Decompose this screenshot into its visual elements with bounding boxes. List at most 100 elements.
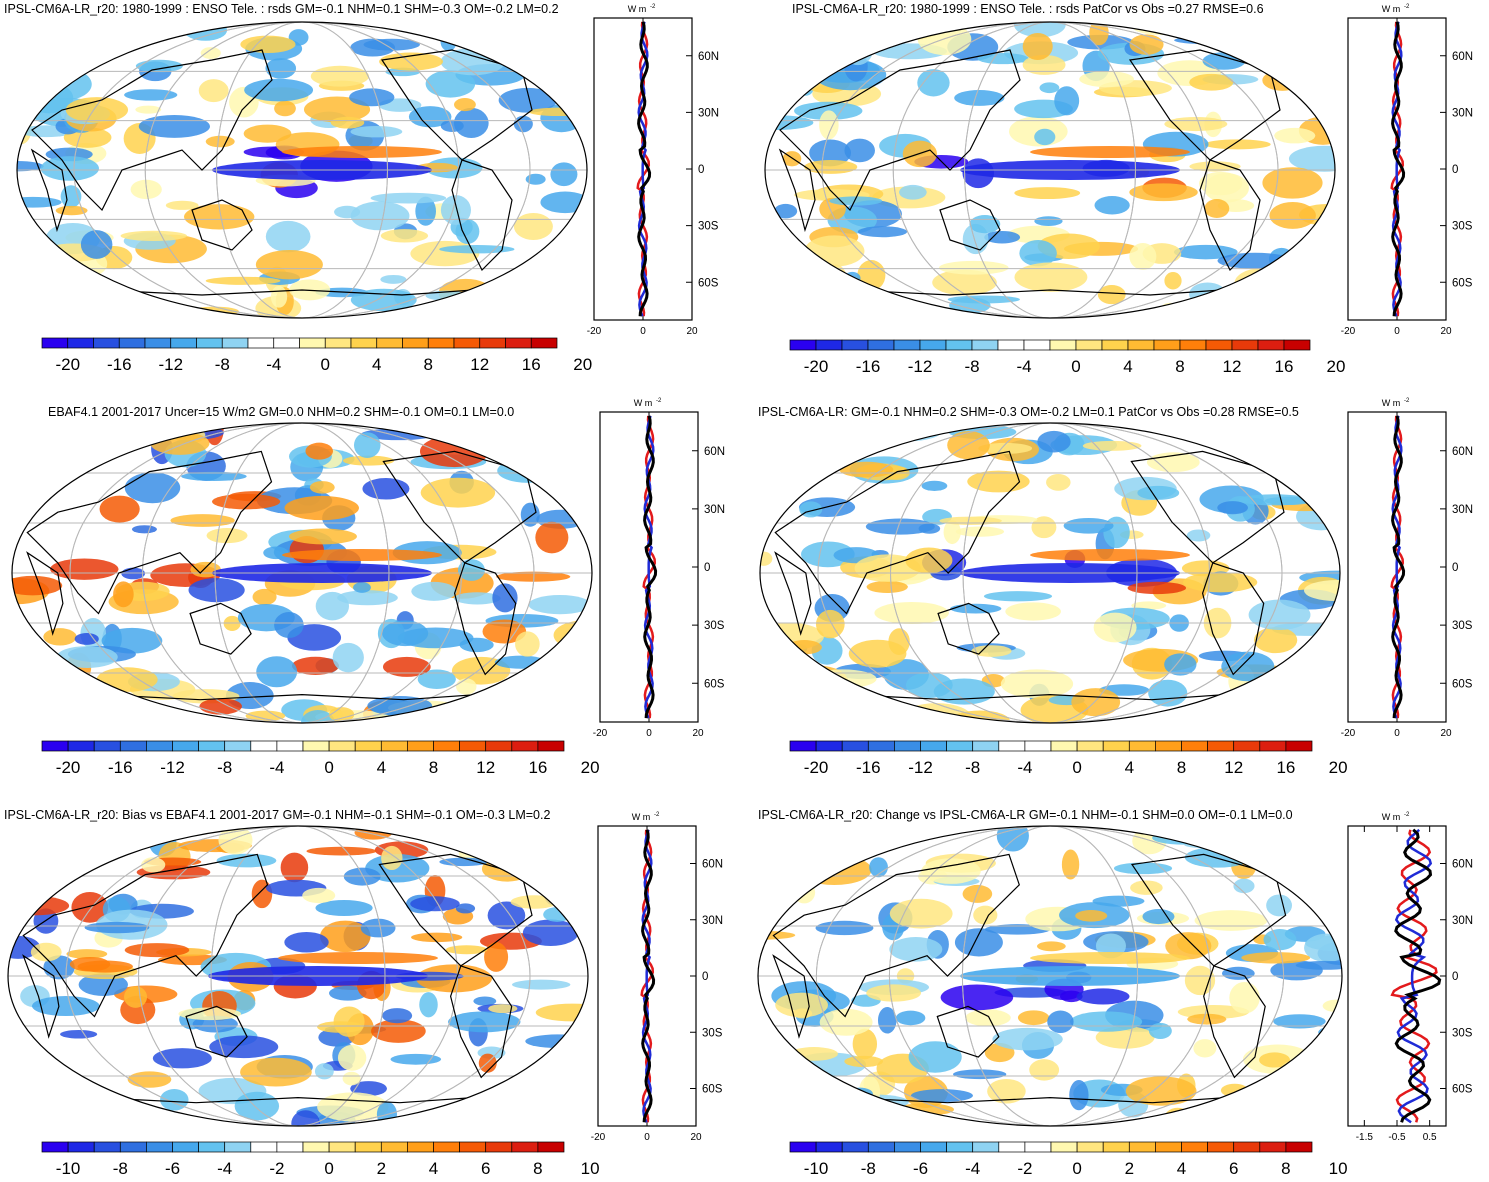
colorbar-swatch [485, 1141, 513, 1153]
colorbar-tick-label: -20 [804, 758, 829, 777]
colorbar-tick-label: -8 [965, 758, 980, 777]
map-outline [757, 825, 1343, 1127]
colorbar-swatch [427, 337, 455, 349]
zonal-unit-exponent: -2 [656, 398, 662, 404]
colorbar-swatch [221, 337, 249, 349]
coastlines [774, 450, 1285, 701]
colorbar-swatch [67, 740, 95, 752]
colorbar-swatch [945, 339, 973, 351]
zonal-lat-tick-label: 60N [704, 446, 725, 458]
colorbar: -10 -8 -6 -4 -2 0 2 4 6 8 10 [789, 1141, 1348, 1178]
colorbar-swatch [998, 1141, 1026, 1153]
colorbar-swatch [998, 740, 1026, 752]
zonal-lat-tick-label: 60S [704, 678, 725, 690]
colorbar-tick-label: -8 [861, 1159, 876, 1177]
colorbar-swatch [972, 740, 1000, 752]
colorbar-tick-label: -12 [160, 758, 185, 777]
zonal-lat-tick-label: 60N [698, 51, 719, 63]
colorbar-swatch [198, 740, 226, 752]
colorbar-tick-label: -4 [266, 355, 281, 374]
colorbar-swatch [1024, 1141, 1052, 1153]
panel-title: IPSL-CM6A-LR_r20: Bias vs EBAF4.1 2001-2… [4, 808, 550, 822]
map-outline [7, 825, 589, 1127]
colorbar-swatch [118, 337, 146, 349]
zonal-unit-exponent: -2 [654, 812, 660, 818]
colorbar-swatch [459, 1141, 487, 1153]
colorbar-tick-label: 0 [1071, 357, 1080, 376]
colorbar-tick-label: -4 [269, 758, 284, 777]
zonal-lat-tick-label: 0 [1452, 164, 1458, 176]
colorbar-swatch [1023, 339, 1051, 351]
colorbar-swatch [893, 339, 921, 351]
colorbar-swatch [789, 1141, 817, 1153]
colorbar-tick-label: 10 [1329, 1159, 1348, 1177]
colorbar-tick-label: 10 [581, 1159, 600, 1177]
zonal-unit-label: W m [634, 398, 653, 408]
colorbar-swatch [146, 740, 173, 752]
colorbar-swatch [119, 1141, 147, 1153]
colorbar-swatch [250, 740, 278, 752]
zonal-series-line [1394, 828, 1442, 1123]
colorbar-swatch [894, 740, 921, 752]
zonal-series-line [637, 21, 652, 317]
chart-panel: EBAF4.1 2001-2017 Uncer=15 W/m2 GM=0.0 N… [11, 398, 725, 777]
colorbar-swatch [1285, 1141, 1313, 1153]
colorbar-swatch [841, 740, 869, 752]
colorbar-swatch [1205, 339, 1233, 351]
colorbar-swatch [946, 1141, 974, 1153]
panel-title: EBAF4.1 2001-2017 Uncer=15 W/m2 GM=0.0 N… [48, 405, 514, 419]
zonal-x-tick-label: -20 [1341, 326, 1356, 337]
colorbar-swatch [789, 339, 817, 351]
colorbar-tick-label: -16 [856, 758, 881, 777]
colorbar-swatch [867, 740, 895, 752]
colorbar-swatch [920, 1141, 947, 1153]
colorbar-swatch [1231, 339, 1259, 351]
colorbar-swatch [276, 1141, 304, 1153]
colorbar-swatch [380, 1141, 408, 1153]
colorbar-swatch [841, 339, 869, 351]
zonal-unit-label: W m [628, 4, 647, 14]
zonal-x-tick-label: 20 [692, 728, 704, 739]
colorbar-tick-label: -2 [1017, 1159, 1032, 1177]
colorbar-swatch [920, 740, 947, 752]
colorbar-swatch [1233, 1141, 1261, 1153]
colorbar-swatch [146, 1141, 173, 1153]
zonal-lat-tick-label: 0 [1452, 562, 1458, 574]
colorbar-tick-label: -8 [217, 758, 232, 777]
colorbar-swatch [93, 740, 121, 752]
colorbar-tick-label: -16 [856, 357, 881, 376]
colorbar-tick-label: -20 [56, 758, 81, 777]
colorbar-tick-label: 20 [581, 758, 600, 777]
map-outline [11, 422, 593, 724]
colorbar-swatch [946, 740, 974, 752]
colorbar-tick-label: 20 [573, 355, 592, 374]
colorbar-swatch [376, 337, 403, 349]
colorbar-tick-label: 12 [476, 758, 495, 777]
colorbar-tick-label: -6 [165, 1159, 180, 1177]
colorbar-tick-label: 4 [429, 1159, 438, 1177]
colorbar-swatch [1102, 1141, 1130, 1153]
colorbar-tick-label: 8 [424, 355, 433, 374]
map-field [765, 22, 1335, 318]
colorbar-swatch [1153, 339, 1181, 351]
zonal-unit-label: W m [632, 812, 651, 822]
zonal-unit-label: W m [1382, 4, 1401, 14]
zonal-series-line [1390, 829, 1438, 1123]
colorbar-swatch [196, 337, 223, 349]
map-field [8, 826, 588, 1126]
colorbar-tick-label: -8 [964, 357, 979, 376]
zonal-x-tick-label: -1.5 [1356, 1132, 1374, 1143]
coastlines [22, 853, 533, 1104]
colorbar-swatch [380, 740, 408, 752]
colorbar-swatch [997, 339, 1025, 351]
colorbar-tick-label: -12 [908, 357, 933, 376]
zonal-lat-tick-label: 60S [698, 277, 719, 289]
colorbar-swatch [172, 1141, 199, 1153]
zonal-unit-exponent: -2 [1404, 812, 1410, 818]
zonal-unit-exponent: -2 [1404, 4, 1410, 10]
colorbar-swatch [1179, 339, 1207, 351]
zonal-lat-tick-label: 60N [1452, 859, 1473, 871]
colorbar-tick-label: -12 [908, 758, 933, 777]
colorbar-tick-label: 6 [1229, 1159, 1238, 1177]
